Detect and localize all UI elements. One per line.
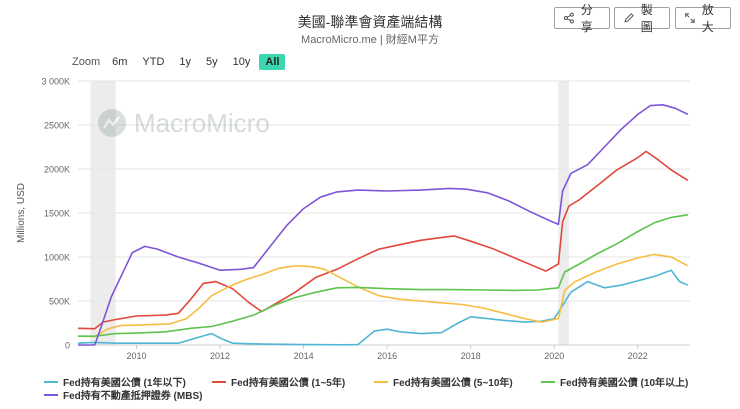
y-axis-title: Millions, USD [16,183,27,243]
chart-header: 美國-聯準會資產端結構 MacroMicro.me | 財經M平方 [0,0,740,52]
chart-title: 美國-聯準會資產端結構 [297,14,443,30]
x-tick-label: 2020 [544,351,564,361]
legend-label: Fed持有美國公債 (1~5年) [231,378,346,389]
zoom-6m-button[interactable]: 6m [112,56,128,68]
series-line-3 [78,214,689,337]
series-line-1 [77,150,689,330]
watermark-icon [98,109,126,137]
legend-item[interactable]: Fed持有美國公債 (1~5年) [212,374,345,389]
x-tick-label: 2018 [461,351,481,361]
legend-label: Fed持有美國公債 (5~10年) [393,378,513,389]
legend-swatch [374,380,388,383]
zoom-10y-button[interactable]: 10y [232,56,251,68]
pencil-icon [624,13,634,23]
legend-item[interactable]: Fed持有不動產抵押證券 (MBS) [44,387,202,402]
legend-swatch [44,380,58,383]
x-tick-label: 2016 [377,351,397,361]
series-line-4 [78,104,689,346]
watermark-logo: MacroMicro [98,108,270,138]
legend-item[interactable]: Fed持有美國公債 (1年以下) [44,374,186,389]
expand-button[interactable]: 放大 [675,3,731,34]
legend-label: Fed持有美國公債 (1年以下) [63,378,186,389]
share-button-label: 分享 [580,3,593,34]
zoom-label: Zoom [72,56,101,68]
draw-button-label: 製圖 [640,3,653,34]
legend-label: Fed持有美國公債 (10年以上) [560,378,689,389]
y-tick-label: 0 [65,341,70,351]
y-tick-label: 2500K [44,121,70,131]
expand-button-label: 放大 [701,3,714,34]
y-tick-label: 2000K [44,165,70,175]
chart-plot: 0 500K 1000K 1500K 2000K 2500K 3 000K 2010 2012 2… [16,77,690,361]
legend-swatch [212,380,226,383]
y-tick-label: 500K [49,297,70,307]
zoom-bar: Zoom 6m YTD 1y 5y 10y All [72,53,288,71]
expand-icon [685,13,695,23]
x-tick-label: 2012 [210,351,230,361]
share-button[interactable]: 分享 [554,3,610,34]
legend-swatch [541,380,555,383]
zoom-1y-button[interactable]: 1y [179,56,192,68]
y-tick-label: 1000K [44,253,70,263]
chart-subtitle: MacroMicro.me | 財經M平方 [301,34,439,46]
watermark-text: MacroMicro [134,108,270,138]
series-line-2 [77,253,689,338]
x-tick-label: 2014 [294,351,314,361]
legend-item[interactable]: Fed持有美國公債 (10年以上) [541,374,688,389]
series-line-0 [77,269,689,346]
legend-label: Fed持有不動產抵押證券 (MBS) [63,391,203,402]
legend-item[interactable]: Fed持有美國公債 (5~10年) [374,374,513,389]
legend-swatch [44,393,58,396]
y-tick-label: 1500K [44,209,70,219]
x-tick-label: 2022 [628,351,648,361]
zoom-ytd-button[interactable]: YTD [142,56,165,68]
x-tick-label: 2010 [126,351,146,361]
y-tick-label: 3 000K [41,77,70,87]
watermark-icon-zigzag [103,116,120,129]
draw-button[interactable]: 製圖 [614,3,670,34]
share-icon [563,12,574,24]
zoom-all-button[interactable]: All [259,54,286,70]
zoom-5y-button[interactable]: 5y [206,56,218,68]
